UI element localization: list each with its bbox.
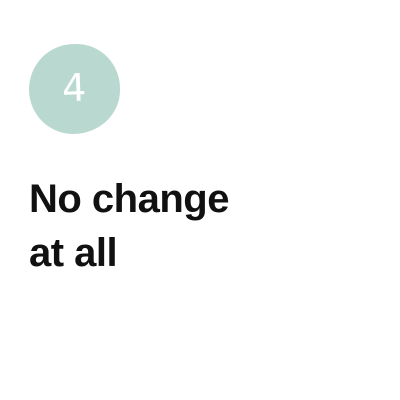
step-number: 4 [61, 65, 88, 111]
heading-line-1: No change [29, 177, 229, 221]
step-heading: No change at all [29, 172, 349, 280]
heading-line-2: at all [29, 231, 118, 275]
step-number-badge: 4 [29, 44, 120, 134]
